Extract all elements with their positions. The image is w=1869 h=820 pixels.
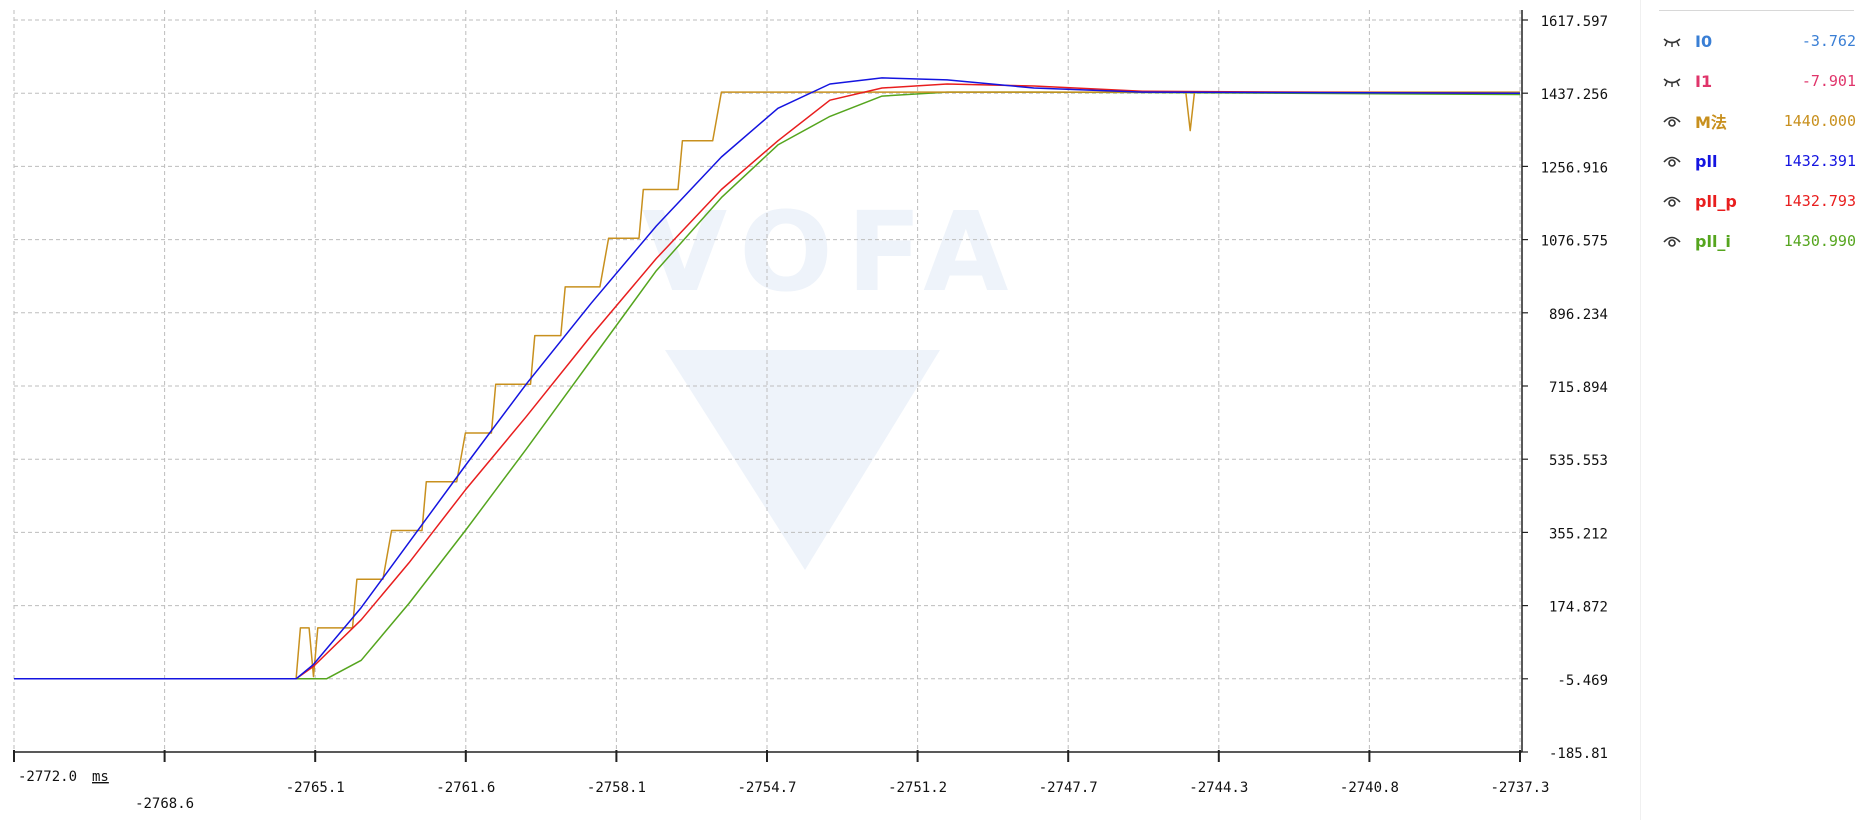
x-tick-label: -2751.2	[888, 780, 947, 796]
vofa-watermark: VOFA	[642, 188, 1022, 570]
x-tick-label: -2744.3	[1189, 780, 1248, 796]
legend-separator	[1659, 10, 1854, 11]
x-tick-label: -2740.8	[1340, 780, 1399, 796]
legend-item-name: pll	[1695, 151, 1718, 171]
y-tick-label: 1076.575	[1541, 234, 1608, 250]
legend-panel: I0 -3.762 I1 -7.901 M法 1440.000 pll 1432.391 pll…	[1640, 0, 1869, 820]
legend-item[interactable]: I0 -3.762	[1659, 29, 1856, 53]
x-tick-label: -2768.6	[135, 796, 194, 812]
y-tick-label: 715.894	[1549, 380, 1608, 396]
series-layer	[14, 77, 1521, 680]
eye-open-icon[interactable]	[1659, 189, 1685, 213]
legend-item-name: I1	[1695, 71, 1713, 91]
legend-item-name: I0	[1695, 31, 1713, 51]
y-tick-label: 1256.916	[1541, 160, 1608, 176]
x-axis-unit: ms	[92, 769, 109, 785]
plot-area[interactable]: VOFA 1617.597 1437.256 1256.916 1076.575 896…	[0, 0, 1640, 820]
y-tick-label: -5.469	[1557, 673, 1608, 689]
eye-open-icon[interactable]	[1659, 149, 1685, 173]
y-tick-label: 535.553	[1549, 453, 1608, 469]
watermark-logo	[665, 350, 940, 570]
legend-item[interactable]: pll 1432.391	[1659, 149, 1856, 173]
x-tick-label: -2761.6	[436, 780, 495, 796]
legend-item-value: 1432.391	[1783, 152, 1856, 170]
x-tick-label: -2758.1	[587, 780, 646, 796]
legend-item-name: pll_i	[1695, 231, 1731, 251]
y-axis-ticks: 1617.597 1437.256 1256.916 1076.575 896.234 7…	[1522, 14, 1608, 762]
legend-item-name: M法	[1695, 113, 1727, 132]
y-tick-label: 355.212	[1549, 526, 1608, 542]
x-tick-label: -2772.0	[18, 769, 77, 785]
legend-item[interactable]: pll_p 1432.793	[1659, 189, 1856, 213]
eye-closed-icon[interactable]	[1659, 69, 1685, 93]
watermark-text: VOFA	[642, 188, 1022, 316]
legend-item[interactable]: I1 -7.901	[1659, 69, 1856, 93]
legend-item-name: pll_p	[1695, 191, 1737, 211]
legend-item-value: -7.901	[1801, 72, 1856, 90]
x-tick-label: -2754.7	[737, 780, 796, 796]
eye-open-icon[interactable]	[1659, 109, 1685, 133]
legend-item-value: 1440.000	[1783, 112, 1856, 130]
grid	[13, 10, 1521, 753]
eye-open-icon[interactable]	[1659, 229, 1685, 253]
y-tick-label: 174.872	[1549, 600, 1608, 616]
series-line-pll	[14, 77, 1521, 680]
legend-item-value: 1432.793	[1783, 192, 1856, 210]
x-tick-label: -2747.7	[1039, 780, 1098, 796]
series-line-M	[14, 91, 1520, 680]
x-tick-label: -2765.1	[286, 780, 345, 796]
legend-item[interactable]: M法 1440.000	[1659, 109, 1856, 133]
y-tick-label: 1617.597	[1541, 14, 1608, 30]
y-tick-label: 1437.256	[1541, 87, 1608, 103]
y-tick-label: 896.234	[1549, 307, 1608, 323]
x-axis-ticks: -2772.0 -2768.6 -2765.1 -2761.6 -2758.1 -2754…	[13, 750, 1550, 812]
series-line-pll_p	[14, 83, 1521, 680]
legend-item-value: 1430.990	[1783, 232, 1856, 250]
legend-item[interactable]: pll_i 1430.990	[1659, 229, 1856, 253]
legend-item-value: -3.762	[1801, 32, 1856, 50]
chart-svg[interactable]: VOFA 1617.597 1437.256 1256.916 1076.575 896…	[0, 0, 1640, 820]
y-tick-label: -185.81	[1549, 746, 1608, 762]
x-tick-label: -2737.3	[1490, 780, 1549, 796]
eye-closed-icon[interactable]	[1659, 29, 1685, 53]
